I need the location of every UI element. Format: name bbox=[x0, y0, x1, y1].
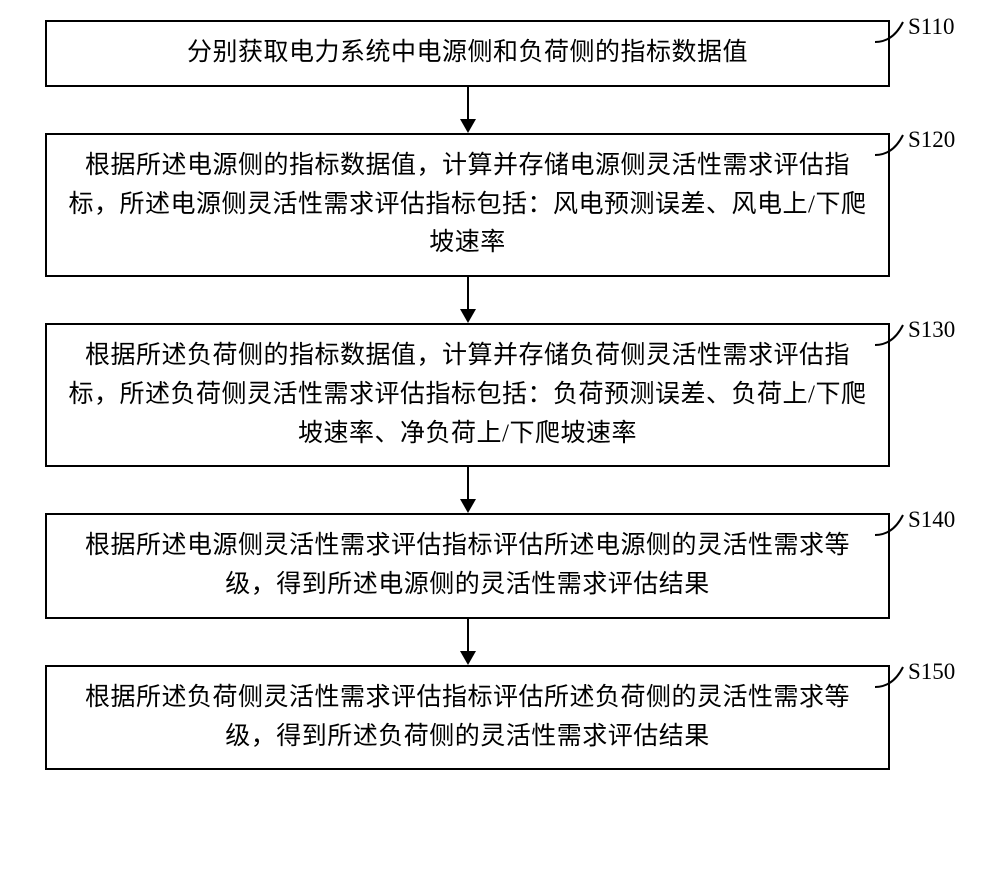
leader-line-icon bbox=[875, 513, 908, 537]
down-arrow-icon bbox=[467, 619, 469, 653]
step-box-s110: 分别获取电力系统中电源侧和负荷侧的指标数据值 bbox=[45, 20, 890, 87]
down-arrow-icon bbox=[467, 277, 469, 311]
leader-line-icon bbox=[875, 20, 908, 44]
step-id-label: S110 bbox=[908, 14, 954, 40]
leader-line-icon bbox=[875, 323, 908, 347]
step-box-s140: 根据所述电源侧灵活性需求评估指标评估所述电源侧的灵活性需求等级，得到所述电源侧的… bbox=[45, 513, 890, 619]
arrow-connector bbox=[45, 467, 890, 513]
flow-step: 根据所述电源侧的指标数据值，计算并存储电源侧灵活性需求评估指标，所述电源侧灵活性… bbox=[45, 133, 955, 277]
leader-line-icon bbox=[875, 665, 908, 689]
step-label-wrap: S150 bbox=[890, 665, 950, 695]
step-text: 根据所述电源侧的指标数据值，计算并存储电源侧灵活性需求评估指标，所述电源侧灵活性… bbox=[65, 147, 870, 263]
step-id-label: S120 bbox=[908, 127, 955, 153]
step-id-label: S130 bbox=[908, 317, 955, 343]
step-label-wrap: S140 bbox=[890, 513, 950, 543]
arrow-connector bbox=[45, 277, 890, 323]
step-text: 根据所述电源侧灵活性需求评估指标评估所述电源侧的灵活性需求等级，得到所述电源侧的… bbox=[65, 527, 870, 605]
step-text: 根据所述负荷侧灵活性需求评估指标评估所述负荷侧的灵活性需求等级，得到所述负荷侧的… bbox=[65, 679, 870, 757]
step-box-s130: 根据所述负荷侧的指标数据值，计算并存储负荷侧灵活性需求评估指标，所述负荷侧灵活性… bbox=[45, 323, 890, 467]
arrow-connector bbox=[45, 619, 890, 665]
step-text: 分别获取电力系统中电源侧和负荷侧的指标数据值 bbox=[187, 34, 748, 73]
step-box-s150: 根据所述负荷侧灵活性需求评估指标评估所述负荷侧的灵活性需求等级，得到所述负荷侧的… bbox=[45, 665, 890, 771]
step-label-wrap: S110 bbox=[890, 20, 950, 50]
flow-step: 根据所述负荷侧灵活性需求评估指标评估所述负荷侧的灵活性需求等级，得到所述负荷侧的… bbox=[45, 665, 955, 771]
arrow-connector bbox=[45, 87, 890, 133]
leader-line-icon bbox=[875, 133, 908, 157]
step-id-label: S150 bbox=[908, 659, 955, 685]
step-box-s120: 根据所述电源侧的指标数据值，计算并存储电源侧灵活性需求评估指标，所述电源侧灵活性… bbox=[45, 133, 890, 277]
step-id-label: S140 bbox=[908, 507, 955, 533]
flow-step: 根据所述负荷侧的指标数据值，计算并存储负荷侧灵活性需求评估指标，所述负荷侧灵活性… bbox=[45, 323, 955, 467]
flowchart-container: 分别获取电力系统中电源侧和负荷侧的指标数据值 S110 根据所述电源侧的指标数据… bbox=[45, 20, 955, 770]
flow-step: 根据所述电源侧灵活性需求评估指标评估所述电源侧的灵活性需求等级，得到所述电源侧的… bbox=[45, 513, 955, 619]
step-label-wrap: S130 bbox=[890, 323, 950, 353]
step-label-wrap: S120 bbox=[890, 133, 950, 163]
down-arrow-icon bbox=[467, 87, 469, 121]
step-text: 根据所述负荷侧的指标数据值，计算并存储负荷侧灵活性需求评估指标，所述负荷侧灵活性… bbox=[65, 337, 870, 453]
down-arrow-icon bbox=[467, 467, 469, 501]
flow-step: 分别获取电力系统中电源侧和负荷侧的指标数据值 S110 bbox=[45, 20, 955, 87]
